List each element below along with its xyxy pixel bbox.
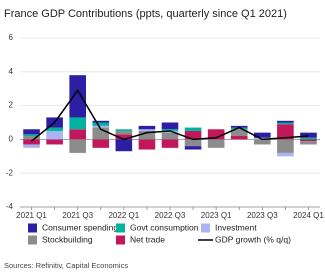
bar-segment [277,120,294,123]
bar-segment [69,139,86,153]
x-tick-label: 2022 Q3 [155,211,186,220]
x-tick-label: 2021 Q3 [62,211,93,220]
bar-segment [230,136,248,140]
bar-segment [23,136,40,140]
bar-segment [230,125,248,128]
bar-segment [23,134,40,137]
bar-segment [46,127,63,131]
bar-segment [277,124,294,140]
bar-segment [161,132,179,140]
chart-title: France GDP Contributions (ppts, quarterl… [4,8,287,20]
legend-label: Net trade [130,234,165,244]
legend-swatch [28,223,37,233]
bar-segment [161,122,179,130]
x-tick-label: 2021 Q1 [16,211,47,220]
bar-segment [115,129,133,131]
bar-segment [92,125,110,128]
legend-swatch [116,235,125,245]
bar-segment [277,139,294,153]
bar-segment [69,129,86,140]
x-tick-label: 2022 Q1 [108,211,139,220]
legend-label: Investment [215,222,257,232]
x-tick-label: 2023 Q1 [201,211,232,220]
legend-label: Consumer spending [42,222,118,232]
y-tick-label: -2 [6,168,14,177]
x-tick-label: 2024 Q1 [293,211,324,220]
bar-segment [69,75,86,118]
x-tick-label: 2023 Q3 [247,211,278,220]
bar-segment [254,139,271,145]
bar-segment [207,139,225,148]
bar-segment [161,139,179,148]
bar-segment [138,130,156,140]
bar-segment [207,129,225,140]
bar-segment [115,130,133,135]
bar-segment [92,139,110,148]
bar-segment [184,130,202,140]
legend-label: GDP growth (% q/q) [215,234,291,244]
bar-segment [92,120,110,123]
bar-segment [161,130,179,133]
y-tick-label: 2 [9,101,14,110]
legend-label: Stockbuilding [42,234,93,244]
bar-segment [184,139,202,147]
bar-segment [138,139,156,150]
bar-segment [92,122,110,126]
bar-segment [254,132,271,138]
y-tick-label: -4 [6,202,14,211]
bar-segment [23,139,40,145]
bar-segment [69,117,86,130]
bar-segment [115,139,133,152]
bar-segment [46,139,63,145]
gdp-line [31,89,309,142]
legend-swatch [201,223,210,233]
bar-segment [277,122,294,125]
bar-segment [184,146,202,150]
bar-segment [138,125,156,130]
bar-segment [230,129,248,137]
bar-segment [115,134,133,140]
bar-segment [161,129,179,131]
bar-segment [23,144,40,148]
bar-segment [300,137,317,140]
bar-segment [277,152,294,157]
y-tick-label: 6 [9,33,14,42]
bar-segment [300,141,317,145]
bar-segment [184,127,202,131]
bar-segment [254,137,271,140]
y-tick-label: 0 [9,135,14,144]
legend-swatch [28,235,37,245]
legend-label: Govt consumption [130,222,199,232]
bar-segment [46,130,63,140]
bar-segment [138,129,156,131]
bar-segment [300,132,317,138]
bar-segment [92,127,110,140]
bar-segment [300,139,317,142]
bar-segment [230,127,248,130]
y-tick-label: 4 [9,67,14,76]
legend-swatch [116,223,125,233]
bar-segment [23,129,40,135]
source: Sources: Refinitiv, Capital Economics [4,261,128,270]
